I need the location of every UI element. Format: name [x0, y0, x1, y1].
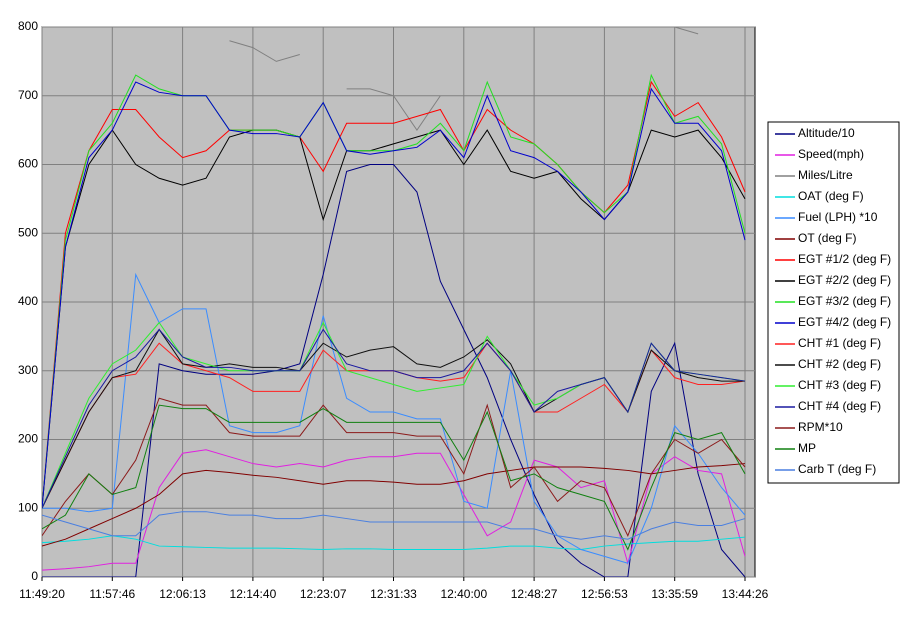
y-tick-label: 100 [18, 500, 38, 514]
series-line [229, 40, 300, 62]
legend-label: EGT #3/2 (deg F) [798, 294, 891, 308]
series-line [42, 535, 746, 551]
y-tick-label: 500 [18, 225, 38, 239]
x-tick-label: 11:57:46 [89, 587, 135, 601]
y-tick-label: 400 [18, 294, 38, 308]
series-line [42, 404, 746, 551]
legend-label: CHT #3 (deg F) [798, 378, 881, 392]
legend-label: Speed(mph) [798, 147, 864, 161]
legend-label: Fuel (LPH) *10 [798, 210, 878, 224]
y-tick-label: 300 [18, 363, 38, 377]
y-tick-label: 800 [18, 19, 38, 33]
legend-label: CHT #4 (deg F) [798, 399, 881, 413]
legend-label: Miles/Litre [798, 168, 853, 182]
x-tick-label: 12:56:53 [581, 587, 628, 601]
x-tick-label: 12:40:00 [440, 587, 487, 601]
series-line [42, 81, 746, 509]
series-line [42, 328, 746, 509]
x-tick-label: 13:44:26 [722, 587, 769, 601]
legend-label: CHT #2 (deg F) [798, 357, 881, 371]
legend-label: OT (deg F) [798, 231, 856, 245]
x-tick-label: 11:49:20 [19, 587, 65, 601]
x-tick-label: 12:06:13 [159, 587, 206, 601]
legend-label: RPM*10 [798, 420, 843, 434]
legend-label: EGT #1/2 (deg F) [798, 252, 891, 266]
x-tick-label: 13:35:59 [651, 587, 698, 601]
y-tick-label: 700 [18, 88, 38, 102]
legend-label: OAT (deg F) [798, 189, 864, 203]
series-line [42, 164, 746, 577]
legend-label: CHT #1 (deg F) [798, 336, 881, 350]
legend-label: MP [798, 441, 816, 455]
series-line [346, 88, 441, 132]
series-line [42, 463, 746, 547]
x-tick-label: 12:23:07 [300, 587, 347, 601]
x-tick-label: 12:48:27 [511, 587, 558, 601]
legend-label: Altitude/10 [798, 126, 855, 140]
y-tick-label: 200 [18, 432, 38, 446]
legend-label: Carb T (deg F) [798, 462, 876, 476]
series-line [42, 80, 746, 509]
legend-label: EGT #4/2 (deg F) [798, 315, 891, 329]
series-line [42, 397, 746, 538]
series-line [42, 511, 746, 540]
x-tick-label: 12:14:40 [230, 587, 277, 601]
series-line [674, 27, 699, 35]
x-tick-label: 12:31:33 [370, 587, 417, 601]
y-tick-label: 0 [31, 569, 38, 583]
legend-label: EGT #2/2 (deg F) [798, 273, 891, 287]
y-tick-label: 600 [18, 157, 38, 171]
